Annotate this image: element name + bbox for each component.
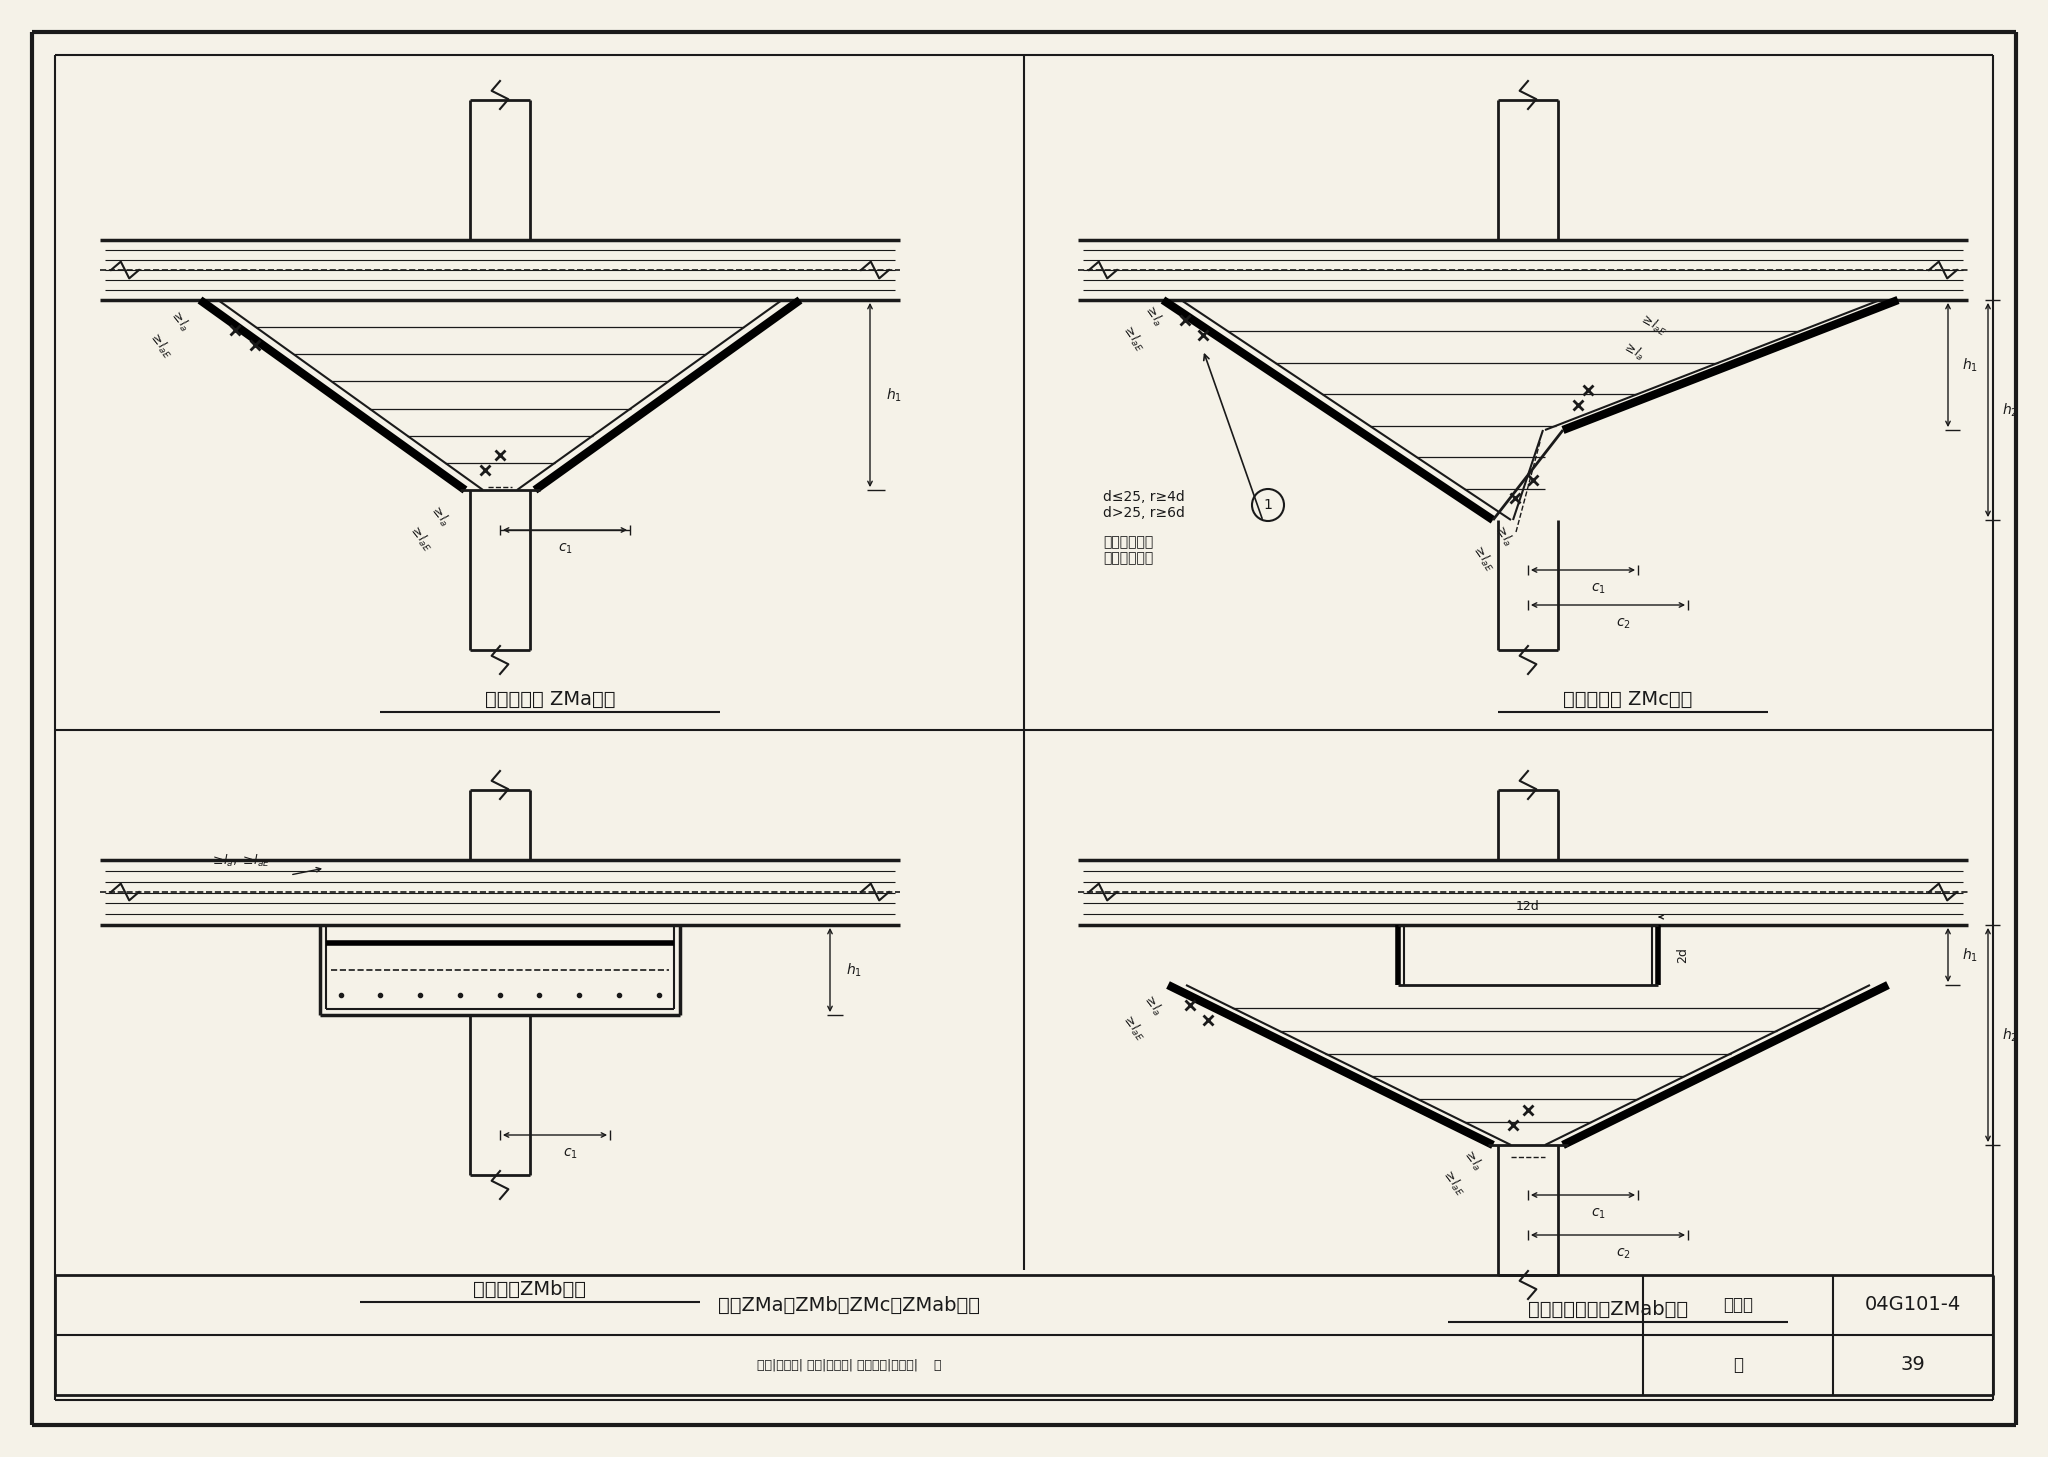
Text: $\geq\!l_{aE}$: $\geq\!l_{aE}$ xyxy=(1636,310,1669,339)
Text: $c_1$: $c_1$ xyxy=(563,1147,578,1161)
Text: 1: 1 xyxy=(1264,498,1272,511)
Text: $h_1$: $h_1$ xyxy=(846,962,862,979)
Text: $c_1$: $c_1$ xyxy=(557,542,573,557)
Text: $c_2$: $c_2$ xyxy=(1616,616,1630,631)
Text: $\geq\!l_a$: $\geq\!l_a$ xyxy=(426,501,453,529)
Text: $\geq\!l_{aE}$: $\geq\!l_{aE}$ xyxy=(406,522,436,555)
Text: 审核|陈勁璋| 校对|刘其祥| 其索设计|陈青来|    页: 审核|陈勁璋| 校对|刘其祥| 其索设计|陈青来| 页 xyxy=(758,1358,942,1371)
Text: $h_1$: $h_1$ xyxy=(1962,946,1978,963)
Text: $c_1$: $c_1$ xyxy=(1591,581,1606,596)
Text: $\geq\!l_a$: $\geq\!l_a$ xyxy=(1139,300,1167,329)
Text: 图集号: 图集号 xyxy=(1722,1295,1753,1314)
Text: $\geq\!l_a$: $\geq\!l_a$ xyxy=(1139,991,1167,1018)
Text: 单倾角柱帯 ZMa构造: 单倾角柱帯 ZMa构造 xyxy=(485,691,614,710)
Text: $\geq\!l_{aE}$: $\geq\!l_{aE}$ xyxy=(1468,541,1497,574)
Text: $h_1$: $h_1$ xyxy=(1962,357,1978,373)
Text: $h_2$: $h_2$ xyxy=(2003,1026,2017,1043)
Text: 可采用弯圆圈
转变方向钉筋: 可采用弯圆圈 转变方向钉筋 xyxy=(1104,535,1153,565)
Text: 页: 页 xyxy=(1733,1356,1743,1374)
Text: 39: 39 xyxy=(1901,1355,1925,1374)
Text: 2d: 2d xyxy=(1675,947,1690,963)
Text: $\geq\!l_{aE}$: $\geq\!l_{aE}$ xyxy=(1118,1011,1149,1045)
Text: $h_2$: $h_2$ xyxy=(2003,401,2017,418)
Text: $\geq\!l_a$: $\geq\!l_a$ xyxy=(1618,338,1647,364)
Text: 倾角联托板柱帯ZMab构造: 倾角联托板柱帯ZMab构造 xyxy=(1528,1300,1688,1319)
Text: 12d: 12d xyxy=(1516,900,1540,914)
Text: $c_2$: $c_2$ xyxy=(1616,1247,1630,1262)
Text: $\geq\!l_{aE}$: $\geq\!l_{aE}$ xyxy=(1118,321,1149,354)
Text: $\geq\!l_{aE}$: $\geq\!l_{aE}$ xyxy=(145,328,176,361)
Text: $\geq\!l_a$: $\geq\!l_a$ xyxy=(166,306,195,334)
Text: $c_1$: $c_1$ xyxy=(1591,1206,1606,1221)
Text: d≤25, r≥4d
d>25, r≥6d: d≤25, r≥4d d>25, r≥6d xyxy=(1104,490,1186,520)
Text: 柱帯ZMa、ZMb、ZMc、ZMab构造: 柱帯ZMa、ZMb、ZMc、ZMab构造 xyxy=(719,1295,981,1314)
Text: 托板柱帯ZMb构造: 托板柱帯ZMb构造 xyxy=(473,1281,586,1300)
Text: $\geq\!l_{aE}$: $\geq\!l_{aE}$ xyxy=(1438,1166,1468,1199)
Text: $h_1$: $h_1$ xyxy=(887,386,901,404)
Text: 04G101-4: 04G101-4 xyxy=(1866,1295,1962,1314)
Text: $\geq\!l_a$: $\geq\!l_a$ xyxy=(1489,520,1516,549)
Text: $\geq\!l_a$, $\geq\!l_{aE}$: $\geq\!l_a$, $\geq\!l_{aE}$ xyxy=(211,852,270,868)
Text: 变倾角柱帯 ZMc构造: 变倾角柱帯 ZMc构造 xyxy=(1563,691,1694,710)
Text: $\geq\!l_a$: $\geq\!l_a$ xyxy=(1460,1145,1487,1174)
